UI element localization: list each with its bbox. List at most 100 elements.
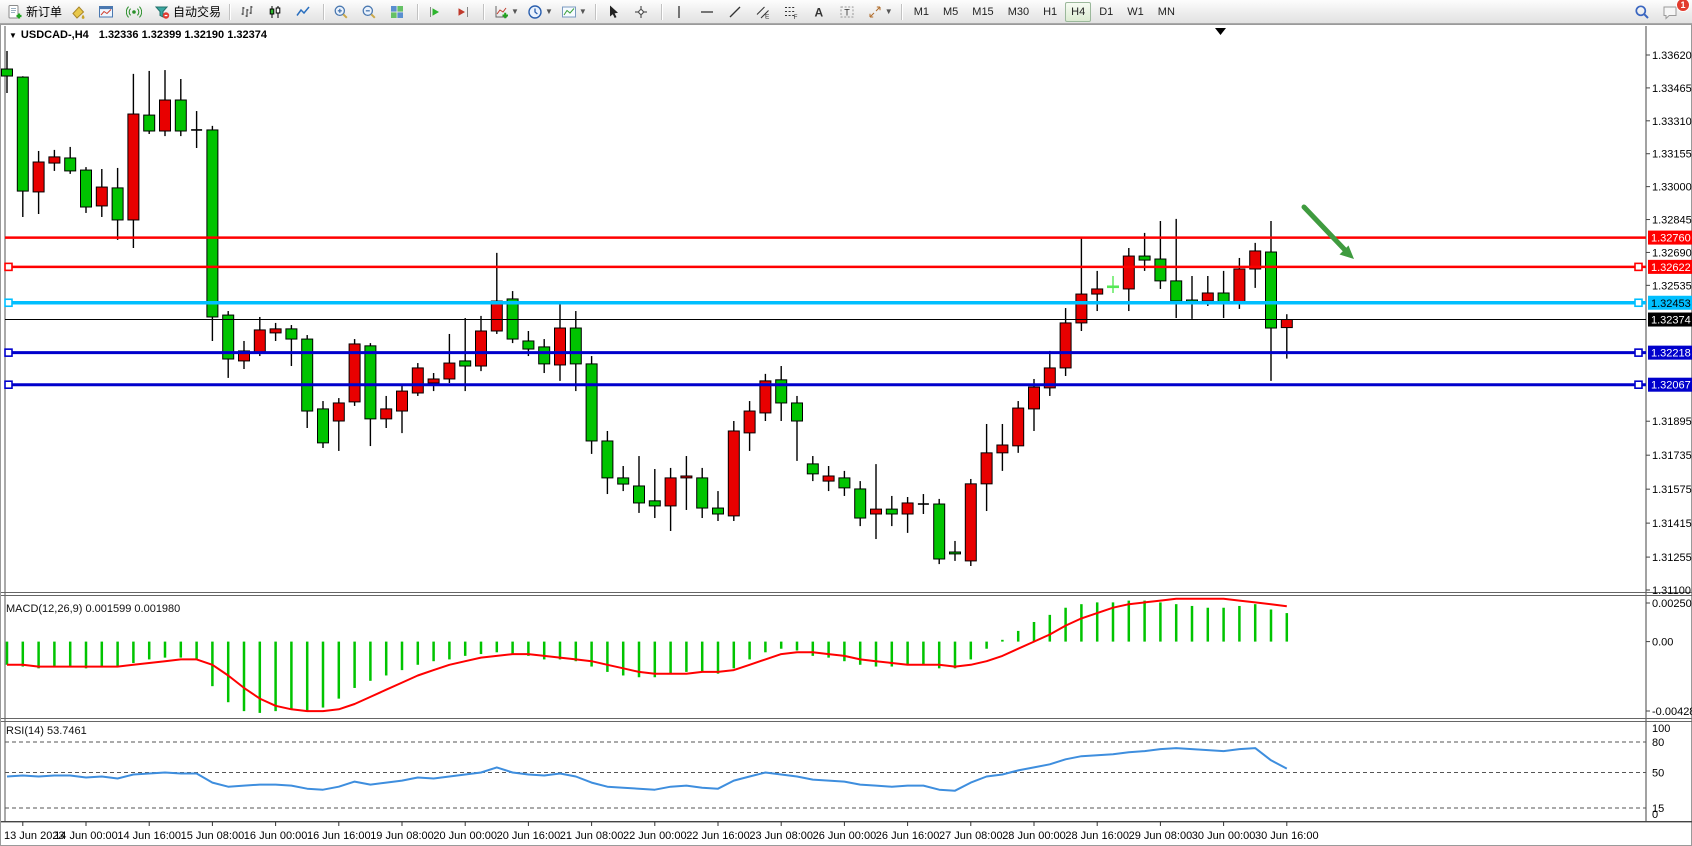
time-tick-label: 23 Jun 08:00 <box>749 830 813 842</box>
bull-candle-body <box>427 378 440 384</box>
timeframe-h4-button[interactable]: H4 <box>1065 1 1092 22</box>
svg-text:E: E <box>765 13 770 20</box>
dropdown-arrow-icon[interactable]: ▼ <box>884 7 893 16</box>
time-tick-label: 13 Jun 2023 <box>4 830 65 842</box>
equidistant-channel-button[interactable]: E <box>752 1 778 23</box>
chart-window-button[interactable] <box>95 1 121 23</box>
bar-chart-button[interactable] <box>236 1 262 23</box>
chart-template-button[interactable]: ▼ <box>558 1 590 23</box>
time-tick-label: 30 Jun 00:00 <box>1192 830 1256 842</box>
price-line-label: 1.32067 <box>1651 380 1691 392</box>
line-selection-handle[interactable] <box>1634 380 1643 390</box>
add-indicator-icon <box>493 4 509 20</box>
tile-windows-button[interactable] <box>386 1 412 23</box>
text-label-button[interactable]: T <box>836 1 862 23</box>
arrow-objects-button[interactable]: ▼ <box>864 1 896 23</box>
timeframe-m15-button[interactable]: M15 <box>972 5 994 18</box>
cursor-button[interactable] <box>602 1 628 23</box>
macd-histogram-bar <box>163 641 167 658</box>
macd-histogram-bar <box>1253 604 1257 642</box>
hline-objects[interactable] <box>4 236 1646 390</box>
new-order-icon <box>7 4 23 20</box>
macd-histogram-bar <box>985 641 988 649</box>
bull-candle-body <box>269 328 282 334</box>
new-order-button[interactable]: 新订单 <box>4 1 65 23</box>
macd-histogram-bar <box>226 641 230 703</box>
price-line-label: 1.32453 <box>1651 298 1691 310</box>
timeframe-mn-button[interactable]: MN <box>1157 5 1175 18</box>
macd-histogram-bar <box>937 641 941 669</box>
macd-histogram-bar <box>5 641 9 665</box>
timeframe-m5-button[interactable]: M5 <box>943 5 959 18</box>
macd-histogram-bar <box>21 641 25 667</box>
bull-candle-body <box>664 477 677 507</box>
timeframe-h1-button[interactable]: H1 <box>1043 5 1058 18</box>
time-tick-label: 21 Jun 08:00 <box>560 830 624 842</box>
search-button[interactable] <box>1631 1 1657 23</box>
dropdown-arrow-icon[interactable]: ▼ <box>511 7 519 16</box>
dropdown-arrow-icon[interactable]: ▼ <box>544 7 553 16</box>
zoom-out-button[interactable] <box>358 1 384 23</box>
line-selection-handle[interactable] <box>1634 262 1643 272</box>
macd-histogram-bar <box>384 641 388 676</box>
timeframe-w1-button[interactable]: W1 <box>1127 5 1144 18</box>
macd-histogram-bar <box>1143 600 1146 642</box>
price-tick-label: 1.32535 <box>1652 280 1692 292</box>
timeframe-clock-button[interactable]: ▼ <box>524 1 556 23</box>
auto-scroll-button[interactable] <box>424 1 450 23</box>
macd-histogram-bar <box>1269 609 1273 642</box>
macd-histogram-bar <box>542 641 546 660</box>
candlestick-chart-button[interactable] <box>264 1 290 23</box>
line-selection-handle[interactable] <box>4 348 13 357</box>
notification-badge: 1 <box>1676 0 1690 12</box>
macd-histogram-bar <box>1001 639 1004 642</box>
arrow-annotation-object[interactable] <box>1301 204 1354 259</box>
fibonacci-button[interactable]: F <box>780 1 806 23</box>
chart-canvas[interactable]: 1.33620 1.33465 1.33310 1.33155 1.33000 1.328… <box>1 25 1692 846</box>
chart-shift-button[interactable] <box>452 1 478 23</box>
price-tick-label: 1.31575 <box>1652 484 1692 496</box>
price-axis[interactable]: 1.33620 1.33465 1.33310 1.33155 1.33000 1.328… <box>1646 50 1692 597</box>
paint-bucket-button[interactable] <box>67 1 93 23</box>
line-selection-handle[interactable] <box>4 262 13 272</box>
price-tick-label: 1.33620 <box>1652 50 1692 62</box>
auto-trading-button[interactable]: 自动交易 <box>151 1 224 23</box>
bear-candle-body <box>285 328 298 340</box>
macd-histogram-bar <box>511 641 514 655</box>
zoom-in-button[interactable] <box>330 1 356 23</box>
macd-histogram-bar <box>1285 613 1289 642</box>
macd-histogram-bar <box>400 641 404 671</box>
macd-histogram-bar <box>732 641 736 669</box>
main-toolbar: 新订单 自动交易 ▼ ▼ ▼ E F A T ▼ M1 M5 M15 M30 H1 H4 D1 W1 MN 1 <box>0 0 1692 24</box>
dropdown-arrow-icon[interactable]: ▼ <box>578 7 587 16</box>
bear-candle-body <box>538 346 551 365</box>
price-line-label-bg <box>1648 295 1692 310</box>
text-button[interactable]: A <box>808 1 834 23</box>
crosshair-button[interactable] <box>630 1 656 23</box>
line-selection-handle[interactable] <box>4 298 13 308</box>
chat-button[interactable]: 1 <box>1659 0 1690 23</box>
horizontal-line-button[interactable] <box>696 1 722 23</box>
add-indicator-button[interactable]: ▼ <box>490 1 522 23</box>
line-selection-handle[interactable] <box>1634 298 1643 308</box>
timeframe-m1-button[interactable]: M1 <box>913 5 929 18</box>
toolbar-button-label: 新订单 <box>26 5 63 19</box>
line-chart-button[interactable] <box>292 1 318 23</box>
toolbar-group: M1 M5 M15 M30 H1 H4 D1 W1 MN <box>907 0 1182 24</box>
timeframe-m30-button[interactable]: M30 <box>1007 5 1030 18</box>
time-tick-label: 14 Jun 00:00 <box>54 830 118 842</box>
vertical-line-button[interactable] <box>668 1 694 23</box>
chart-shift-marker[interactable] <box>1215 28 1226 35</box>
signal-button[interactable] <box>123 1 149 23</box>
toolbar-group <box>329 0 413 24</box>
bear-candle-body <box>601 440 614 479</box>
line-selection-handle[interactable] <box>1634 348 1643 357</box>
bull-candle-body <box>380 408 393 420</box>
timeframe-d1-button[interactable]: D1 <box>1099 5 1114 18</box>
line-selection-handle[interactable] <box>4 380 13 390</box>
bull-candle-body <box>475 330 487 367</box>
trend-line-button[interactable] <box>724 1 750 23</box>
bull-candle-body <box>490 300 503 332</box>
bull-candle-body <box>996 444 1009 454</box>
